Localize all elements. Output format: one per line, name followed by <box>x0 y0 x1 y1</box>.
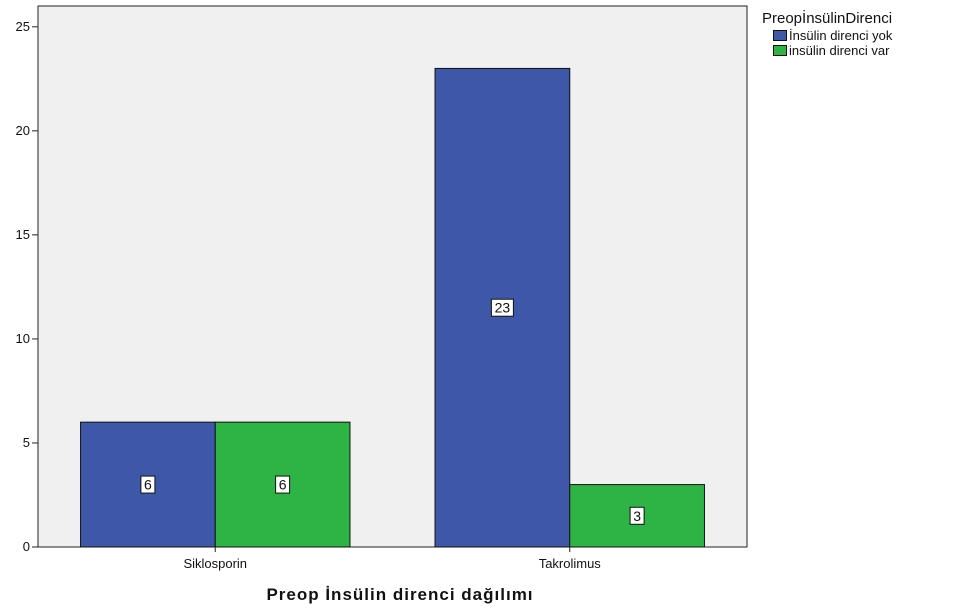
legend-item-insulin-direnci-yok: İnsülin direnci yok <box>773 29 962 42</box>
data-label: 23 <box>495 300 511 316</box>
y-tick-label: 15 <box>16 227 30 242</box>
x-tick-label: Takrolimus <box>539 556 602 571</box>
data-label-box <box>140 475 156 494</box>
legend-label: İnsülin direnci yok <box>789 28 893 43</box>
data-label: 6 <box>144 477 152 493</box>
legend: PreopİnsülinDirenci İnsülin direnci yok … <box>762 10 962 57</box>
y-tick-label: 0 <box>23 539 30 554</box>
bars: 6 6 23 3 <box>80 67 705 548</box>
legend-item-insulin-direnci-var: insülin direnci var <box>773 44 962 57</box>
legend-title: PreopİnsülinDirenci <box>762 10 893 27</box>
data-label: 6 <box>279 477 287 493</box>
data-label-box <box>490 298 514 317</box>
x-tick-label: Siklosporin <box>183 556 247 571</box>
legend-swatch-green <box>773 45 787 56</box>
legend-label: insülin direnci var <box>789 43 890 58</box>
y-tick-label: 25 <box>16 19 30 34</box>
data-label-box <box>629 506 645 525</box>
data-label-box <box>275 475 291 494</box>
y-tick-label: 5 <box>23 435 30 450</box>
y-tick-label: 20 <box>16 123 30 138</box>
data-label: 3 <box>633 508 641 524</box>
x-axis: Siklosporin Takrolimus <box>183 547 601 571</box>
y-axis: 0 5 10 15 20 25 <box>16 19 38 554</box>
y-tick-label: 10 <box>16 331 30 346</box>
legend-swatch-blue <box>773 30 787 41</box>
x-axis-title: Preop İnsülin direnci dağılımı <box>266 585 533 604</box>
